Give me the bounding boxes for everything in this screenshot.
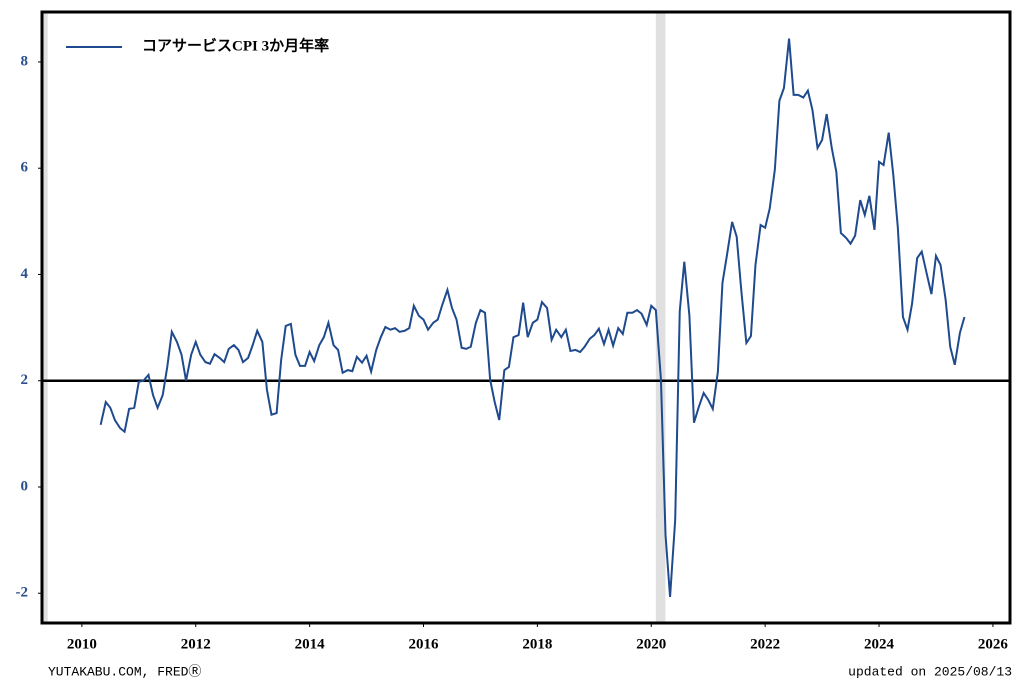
x-tick-label: 2022 (750, 636, 780, 652)
x-tick-label: 2018 (522, 636, 552, 652)
y-tick-label: 6 (21, 160, 29, 176)
x-tick-label: 2014 (295, 636, 326, 652)
x-tick-label: 2012 (181, 636, 211, 652)
plot-frame (40, 10, 1012, 625)
shaded-range (42, 12, 48, 623)
x-tick-label: 2026 (978, 636, 1009, 652)
x-tick-label: 2010 (67, 636, 97, 652)
y-tick-label: 4 (21, 266, 29, 282)
x-tick-label: 2020 (636, 636, 666, 652)
y-tick-label: -2 (16, 585, 29, 601)
x-tick-label: 2016 (409, 636, 440, 652)
legend-label: コアサービスCPI 3か月年率 (142, 36, 329, 54)
y-tick-label: 0 (21, 478, 29, 494)
y-tick-label: 2 (21, 372, 29, 388)
data-line (99, 38, 966, 598)
shaded-range (655, 12, 666, 623)
x-tick-label: 2024 (864, 636, 895, 652)
y-tick-label: 8 (21, 53, 29, 69)
footer-source: YUTAKABU.COM, FREDⓇ (48, 664, 201, 679)
footer-updated: updated on 2025/08/13 (848, 664, 1012, 679)
